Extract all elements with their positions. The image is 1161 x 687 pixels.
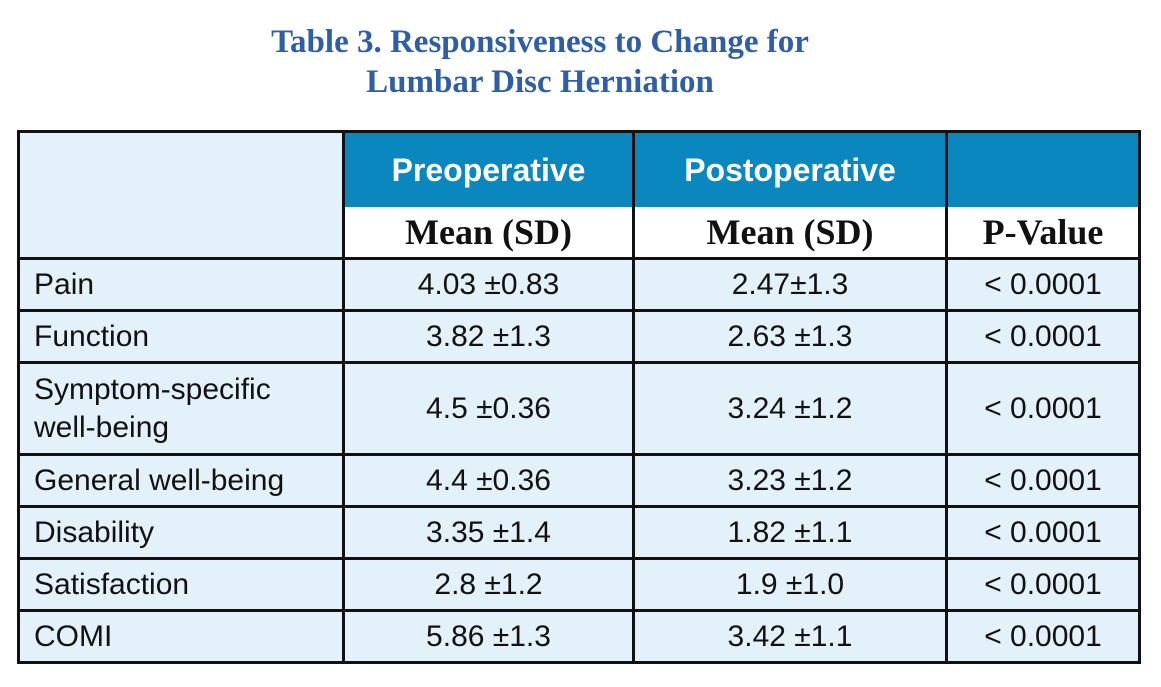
cell-preoperative: 5.86 ±1.3 [342, 609, 635, 664]
header-corner-cell [17, 130, 345, 260]
cell-postoperative: 3.23 ±1.2 [632, 453, 948, 508]
cell-postoperative: 3.42 ±1.1 [632, 609, 948, 664]
row-label: Symptom-specific well-being [17, 361, 345, 456]
table-title-line-2: Lumbar Disc Herniation [366, 64, 714, 100]
table-title: Table 3. Responsiveness to Change for Lu… [180, 22, 900, 102]
table-row: Function 3.82 ±1.3 2.63 ±1.3 < 0.0001 [17, 309, 1141, 364]
cell-preoperative: 3.35 ±1.4 [342, 505, 635, 560]
table-title-line-1: Table 3. Responsiveness to Change for [271, 24, 809, 60]
row-label: Satisfaction [17, 557, 345, 612]
cell-postoperative: 2.63 ±1.3 [632, 309, 948, 364]
cell-postoperative: 3.24 ±1.2 [632, 361, 948, 456]
cell-pvalue: < 0.0001 [945, 453, 1141, 508]
table-row: Pain 4.03 ±0.83 2.47±1.3 < 0.0001 [17, 257, 1141, 312]
header-row: Preoperative Postoperative [17, 130, 1141, 260]
table-row: Symptom-specific well-being 4.5 ±0.36 3.… [17, 361, 1141, 456]
cell-preoperative: 4.03 ±0.83 [342, 257, 635, 312]
row-label: General well-being [17, 453, 345, 508]
row-label-line-1: Symptom-specific [34, 372, 271, 406]
row-label: Pain [17, 257, 345, 312]
cell-postoperative: 1.9 ±1.0 [632, 557, 948, 612]
cell-pvalue: < 0.0001 [945, 257, 1141, 312]
row-label-line-2: well-being [34, 410, 170, 444]
cell-pvalue: < 0.0001 [945, 609, 1141, 664]
subheader-pvalue: P-Value [945, 207, 1141, 260]
header-postoperative: Postoperative [632, 130, 948, 207]
cell-preoperative: 2.8 ±1.2 [342, 557, 635, 612]
header-pvalue-top [945, 130, 1141, 207]
table-row: Disability 3.35 ±1.4 1.82 ±1.1 < 0.0001 [17, 505, 1141, 560]
cell-postoperative: 1.82 ±1.1 [632, 505, 948, 560]
subheader-pre-mean-sd: Mean (SD) [342, 207, 635, 260]
cell-postoperative: 2.47±1.3 [632, 257, 948, 312]
cell-preoperative: 3.82 ±1.3 [342, 309, 635, 364]
cell-pvalue: < 0.0001 [945, 361, 1141, 456]
row-label: Function [17, 309, 345, 364]
cell-pvalue: < 0.0001 [945, 557, 1141, 612]
table-row: COMI 5.86 ±1.3 3.42 ±1.1 < 0.0001 [17, 609, 1141, 664]
cell-pvalue: < 0.0001 [945, 505, 1141, 560]
header-preoperative: Preoperative [342, 130, 635, 207]
cell-preoperative: 4.5 ±0.36 [342, 361, 635, 456]
cell-pvalue: < 0.0001 [945, 309, 1141, 364]
cell-preoperative: 4.4 ±0.36 [342, 453, 635, 508]
subheader-post-mean-sd: Mean (SD) [632, 207, 948, 260]
table-row: Satisfaction 2.8 ±1.2 1.9 ±1.0 < 0.0001 [17, 557, 1141, 612]
responsiveness-table: Preoperative Postoperative Mean (SD) Mea… [17, 130, 1141, 664]
table-row: General well-being 4.4 ±0.36 3.23 ±1.2 <… [17, 453, 1141, 508]
subheader-row: Mean (SD) Mean (SD) P-Value [19, 207, 1141, 260]
row-label: Disability [17, 505, 345, 560]
row-label: COMI [17, 609, 345, 664]
